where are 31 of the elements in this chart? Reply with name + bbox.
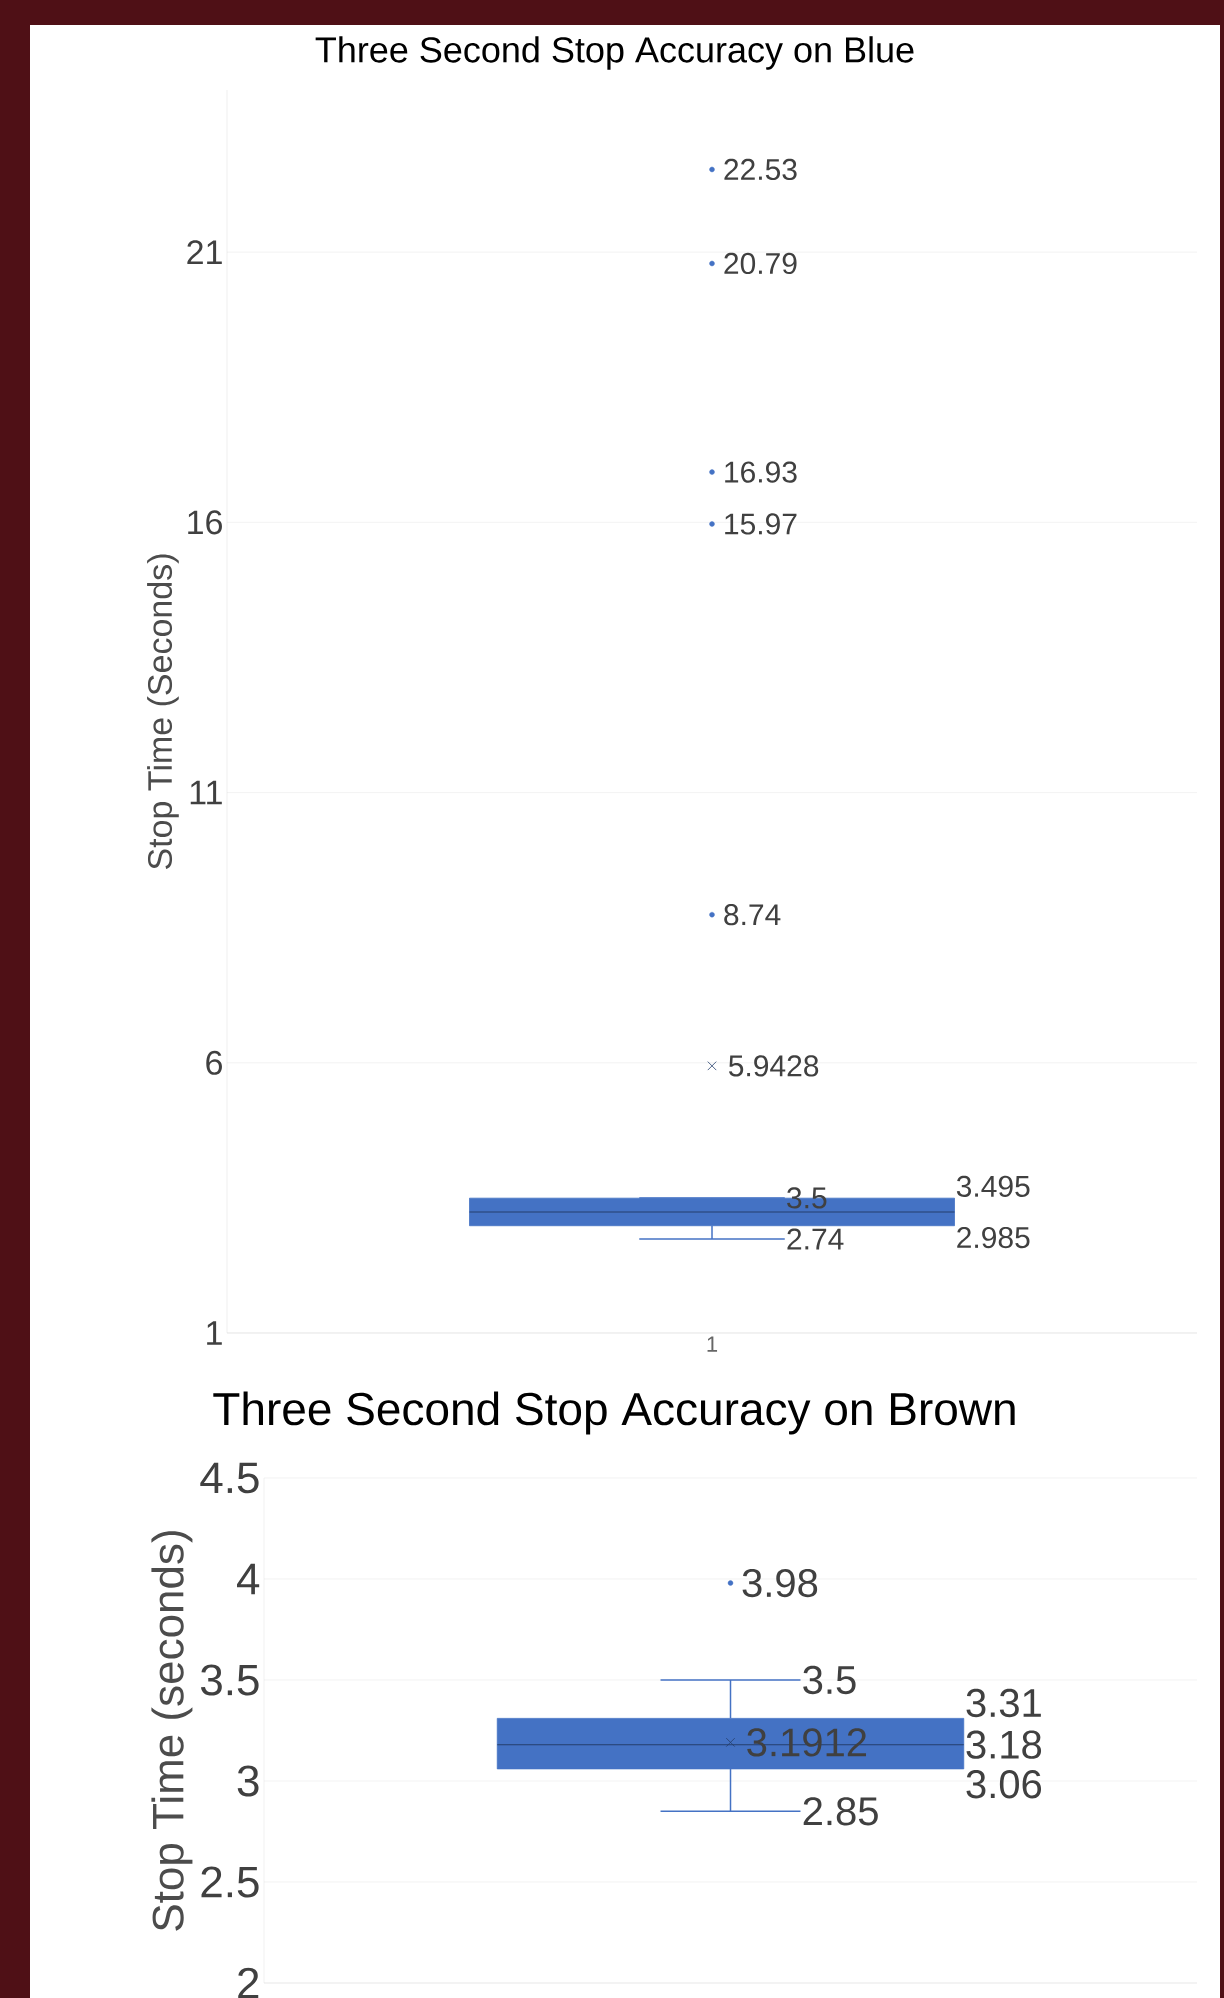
y-axis-title: Stop Time (Seconds) bbox=[147, 554, 179, 870]
y-tick-label: 6 bbox=[206, 1050, 222, 1075]
y-tick-label: 4.5 bbox=[200, 1462, 259, 1494]
y-tick-label: 1 bbox=[207, 1321, 222, 1345]
annotation: 8.74 bbox=[724, 904, 781, 926]
y-tick-label: 16 bbox=[188, 510, 222, 535]
annotation: 3.31 bbox=[966, 1688, 1041, 1718]
y-tick-label: 11 bbox=[190, 780, 222, 805]
annotation: 3.5 bbox=[803, 1665, 856, 1695]
annotation: 3.06 bbox=[966, 1770, 1042, 1799]
annotation: 3.1912 bbox=[747, 1728, 867, 1757]
chart-title: Three Second Stop Accuracy on Blue bbox=[315, 36, 914, 70]
annotation: 22.53 bbox=[724, 158, 797, 181]
annotation: 2.985 bbox=[957, 1226, 1030, 1249]
annotation: 16.93 bbox=[725, 461, 797, 483]
y-tick-label: 3 bbox=[237, 1765, 259, 1797]
y-tick-label: 2 bbox=[238, 1967, 259, 1998]
y-tick-label: 21 bbox=[187, 240, 222, 265]
annotation: 3.495 bbox=[956, 1175, 1030, 1197]
annotation: 3.18 bbox=[966, 1730, 1042, 1759]
annotation: 2.85 bbox=[803, 1797, 878, 1826]
annotation: 15.97 bbox=[725, 513, 797, 535]
annotation: 3.98 bbox=[742, 1568, 818, 1598]
annotation: 2.74 bbox=[787, 1228, 844, 1250]
y-tick-label: 2.5 bbox=[201, 1866, 259, 1898]
chart-title: Three Second Stop Accuracy on Brown bbox=[213, 1391, 1015, 1435]
annotation: 20.79 bbox=[724, 252, 797, 275]
y-tick-label: 4 bbox=[237, 1563, 260, 1595]
y-tick-label: 3.5 bbox=[200, 1664, 259, 1696]
y-axis-title: Stop Time (seconds) bbox=[151, 1531, 193, 1931]
annotation: 5.9428 bbox=[728, 1055, 819, 1077]
